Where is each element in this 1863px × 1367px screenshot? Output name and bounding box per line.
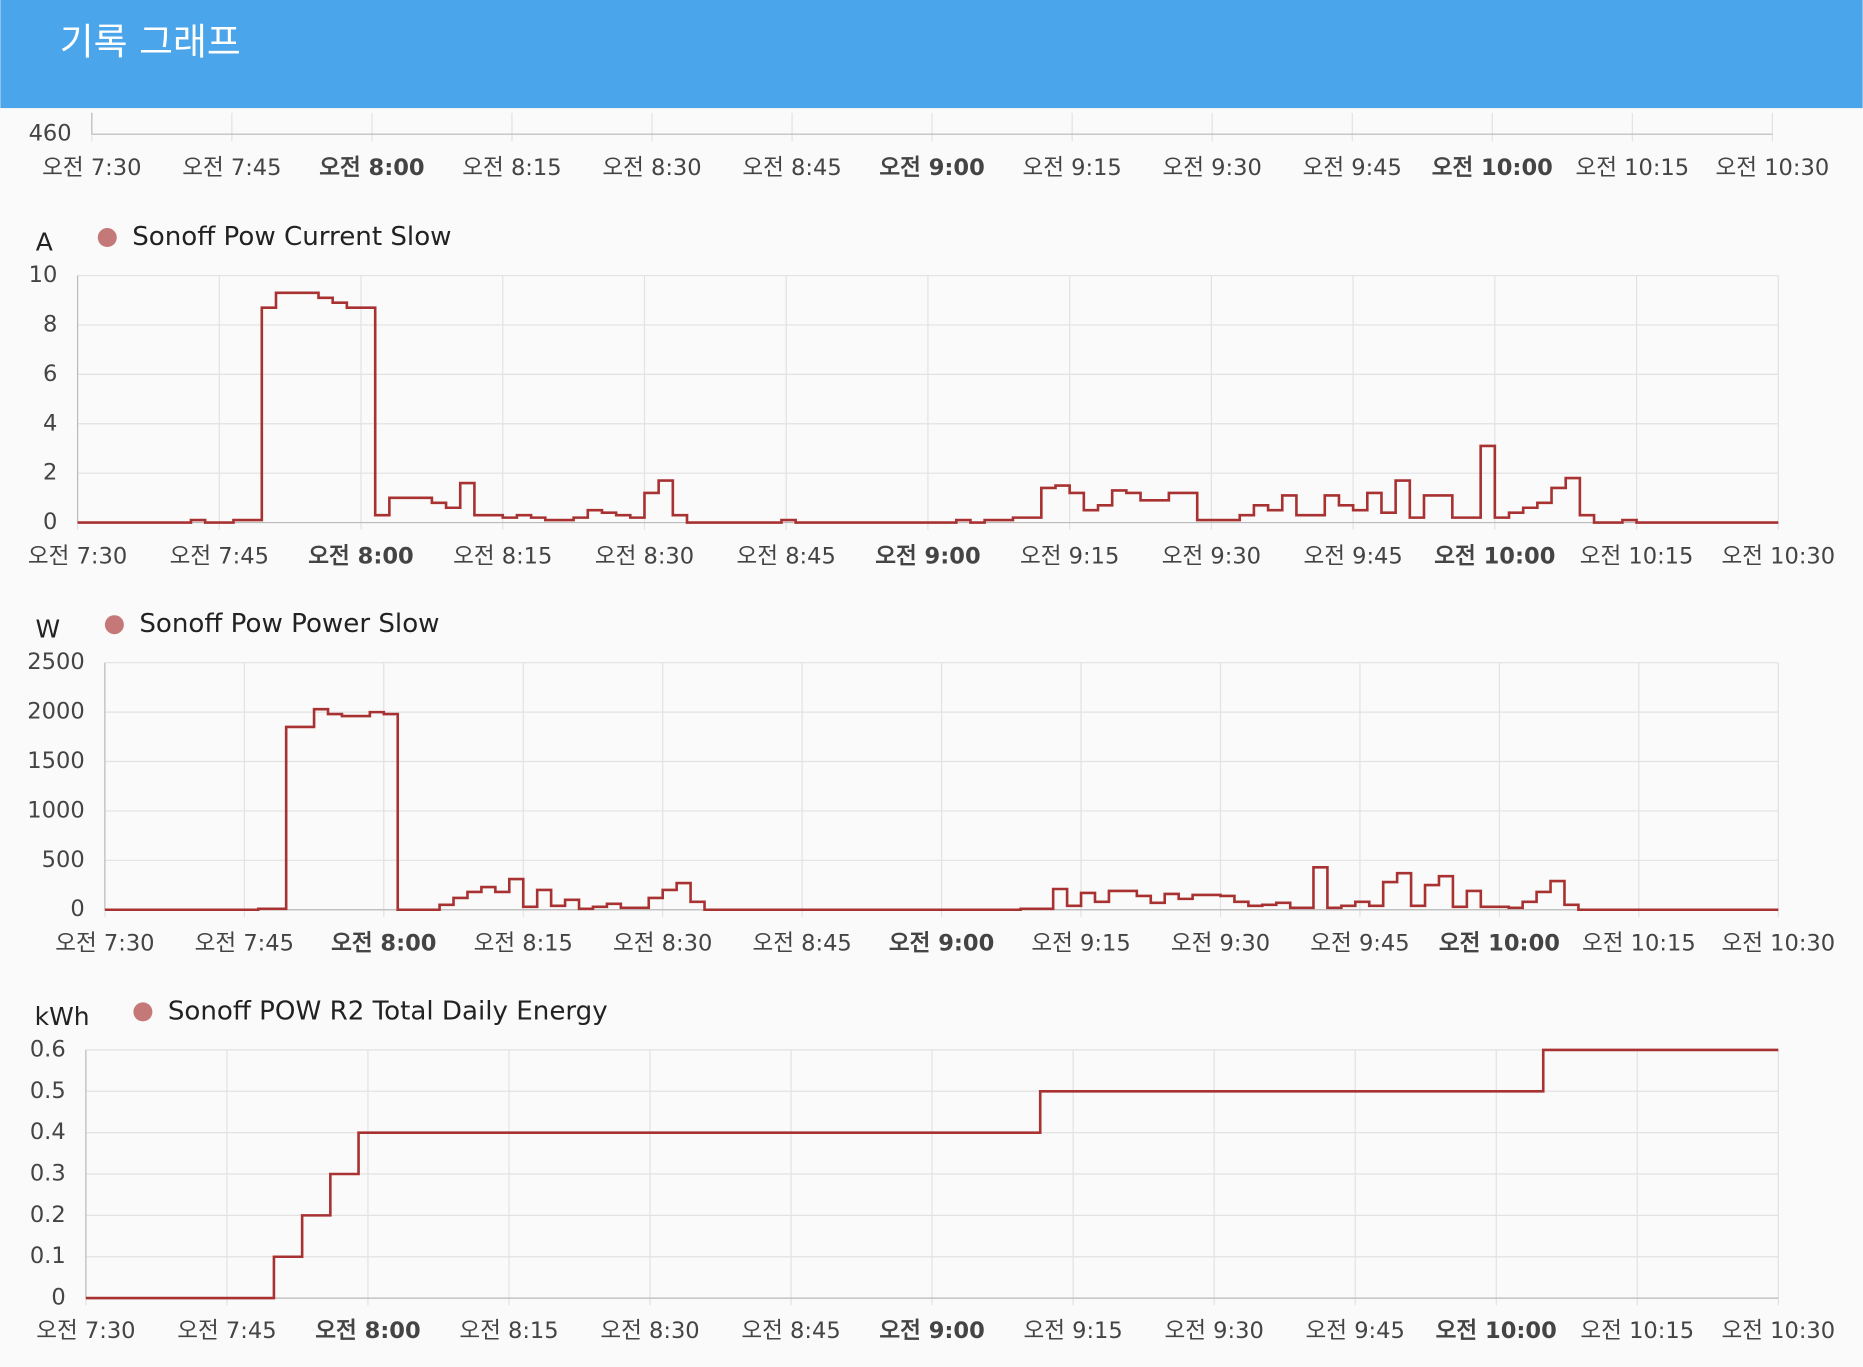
x-tick-label: 오전 9:30 [1163,155,1262,181]
y-tick-label: 0.4 [30,1119,66,1145]
legend-dot [133,1002,153,1022]
x-tick-label: 오전 9:15 [1022,155,1121,181]
legend-dot [97,228,117,248]
x-tick-label: 오전 9:15 [1020,544,1119,570]
y-tick-label: 4 [43,410,57,436]
x-tick-label: 오전 7:30 [55,931,154,957]
x-tick-label: 오전 10:30 [1721,931,1835,957]
x-tick-label: 오전 7:45 [177,1318,276,1344]
x-tick-label: 오전 8:15 [474,931,573,957]
x-tick-label: 오전 9:30 [1162,544,1261,570]
x-tick-label: 오전 8:45 [741,1318,840,1344]
y-tick-label: 0 [51,1285,65,1311]
y-tick-label: 1000 [27,797,84,823]
x-tick-label: 오전 7:45 [170,544,269,570]
x-tick-label: 오전 8:00 [315,1318,420,1344]
y-tick-label: 0 [70,896,84,922]
y-tick-label: 6 [43,361,57,387]
y-axis-unit: A [36,227,53,256]
series-line [77,291,1779,524]
x-tick-label: 오전 8:00 [319,155,424,181]
app-header [0,0,1863,109]
x-tick-label: 오전 10:30 [1721,544,1835,570]
x-tick-label: 오전 9:00 [879,155,984,181]
header-title: 기록 그래프 [60,20,241,63]
y-tick-label: 8 [43,311,57,337]
y-axis-unit: W [36,615,61,644]
x-tick-label: 오전 7:45 [182,155,281,181]
y-tick-label: 1500 [27,748,84,774]
x-tick-label: 오전 8:30 [600,1318,699,1344]
x-tick-label: 오전 9:45 [1306,1318,1405,1344]
x-tick-label: 오전 9:15 [1031,931,1130,957]
y-tick-label: 0.5 [30,1078,66,1104]
x-tick-label: 오전 10:00 [1432,155,1553,181]
x-tick-label: 오전 8:45 [737,544,836,570]
legend-dot [104,615,124,635]
y-tick-label: 500 [42,847,85,873]
x-tick-label: 오전 8:45 [752,931,851,957]
y-tick-label: 2 [43,460,57,486]
x-tick-label: 오전 8:30 [613,931,712,957]
y-tick-label: 0.6 [30,1036,66,1062]
y-tick-label: 0.1 [30,1243,66,1269]
x-tick-label: 오전 10:15 [1580,1318,1694,1344]
x-tick-label: 오전 8:00 [308,544,413,570]
x-tick-label: 오전 8:15 [453,544,552,570]
x-tick-label: 오전 10:00 [1434,544,1555,570]
x-tick-label: 오전 9:00 [879,1318,984,1344]
x-tick-label: 오전 8:30 [602,155,701,181]
x-tick-label: 오전 10:15 [1575,155,1689,181]
x-tick-label: 오전 7:30 [42,155,141,181]
series-line [85,1048,1779,1300]
x-tick-label: 오전 8:30 [595,544,694,570]
y-tick-label: 0.2 [30,1202,66,1228]
x-tick-label: 오전 9:00 [889,931,994,957]
x-tick-label: 오전 10:30 [1721,1318,1835,1344]
x-tick-label: 오전 9:45 [1303,155,1402,181]
y-tick-label: 460 [29,121,72,147]
y-tick-label: 2000 [27,699,84,725]
x-tick-label: 오전 8:15 [462,155,561,181]
x-tick-label: 오전 9:30 [1165,1318,1264,1344]
y-axis-unit: kWh [35,1002,90,1031]
x-tick-label: 오전 10:30 [1716,155,1830,181]
x-tick-label: 오전 10:15 [1580,544,1694,570]
y-tick-label: 0.3 [30,1161,66,1187]
x-tick-label: 오전 8:15 [459,1318,558,1344]
x-tick-label: 오전 7:30 [28,544,127,570]
x-tick-label: 오전 9:00 [875,544,980,570]
x-tick-label: 오전 7:30 [36,1318,135,1344]
legend-label: Sonoff Pow Current Slow [132,222,451,252]
x-tick-label: 오전 9:45 [1303,544,1402,570]
legend-label: Sonoff Pow Power Slow [139,609,439,639]
legend-label: Sonoff POW R2 Total Daily Energy [168,996,608,1026]
x-tick-label: 오전 9:30 [1171,931,1270,957]
x-tick-label: 오전 10:00 [1436,1318,1557,1344]
x-tick-label: 오전 8:00 [331,931,436,957]
y-tick-label: 10 [29,262,58,288]
x-tick-label: 오전 8:45 [742,155,841,181]
x-tick-label: 오전 10:00 [1439,931,1560,957]
y-tick-label: 2500 [27,649,84,675]
x-tick-label: 오전 7:45 [195,931,294,957]
series-line [104,707,1779,912]
x-tick-label: 오전 10:15 [1582,931,1696,957]
x-tick-label: 오전 9:45 [1310,931,1409,957]
x-tick-label: 오전 9:15 [1023,1318,1122,1344]
y-tick-label: 0 [43,509,57,535]
